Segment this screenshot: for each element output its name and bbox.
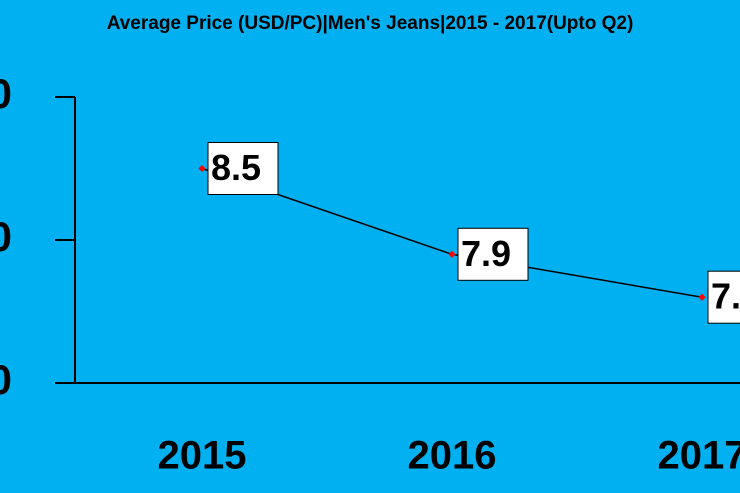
y-tick-label: 7.0 [0,356,12,403]
data-label: 8.5 [211,147,261,188]
data-label: 7.9 [461,233,511,274]
chart-title: Average Price (USD/PC)|Men's Jeans|2015 … [107,13,634,34]
x-tick-label: 2015 [158,434,247,478]
data-label-box [207,142,279,195]
marker [698,293,706,301]
x-tick-label: 2016 [408,434,497,478]
y-tick-label: 8.0 [0,213,12,260]
x-tick-label: 2017 [658,434,740,478]
data-label: 7.6 [711,276,740,317]
marker [198,164,206,173]
data-label-box [457,227,529,281]
data-label-box [707,270,740,324]
y-tick-label: 9.0 [0,70,12,117]
